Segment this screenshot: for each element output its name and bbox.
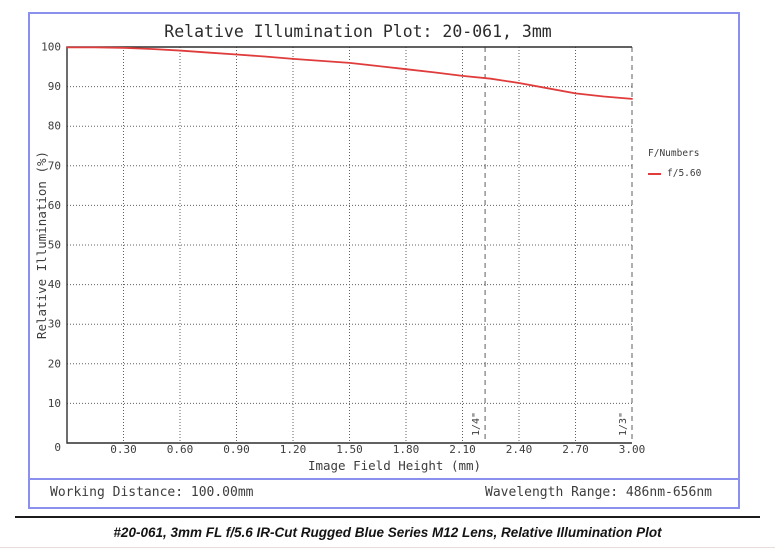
y-tick-label: 100 [41,41,61,54]
x-tick-label: 2.10 [449,443,476,456]
legend-line-swatch [648,172,661,175]
working-distance-text: Working Distance: 100.00mm [50,485,254,500]
x-axis-title: Image Field Height (mm) [308,458,481,473]
caption-divider [15,516,760,518]
y-tick-label: 50 [48,239,61,252]
plot-footer: Working Distance: 100.00mm Wavelength Ra… [30,478,738,507]
x-tick-label: 1.50 [336,443,363,456]
plot-title: Relative Illumination Plot: 20-061, 3mm [164,22,552,41]
x-tick-label: 0.90 [223,443,250,456]
y-tick-label: 30 [48,318,61,331]
x-tick-label: 2.70 [562,443,589,456]
y-tick-label: 10 [48,397,61,410]
plot-border [66,46,632,444]
x-tick-label: 1.80 [393,443,420,456]
figure-caption: #20-061, 3mm FL f/5.6 IR-Cut Rugged Blue… [113,525,662,540]
legend-item-f5-60: f/5.60 [648,167,738,180]
legend-entry-label: f/5.60 [667,168,702,179]
legend: F/Numbers f/5.60 [648,147,738,180]
y-tick-label: 90 [48,80,61,93]
sensor-marker-label: 1/3" [618,412,629,436]
x-tick-label: 0.30 [110,443,137,456]
x-tick-label: 1.20 [280,443,307,456]
y-tick-label: 70 [48,159,61,172]
series-line-f-5-60 [66,46,633,100]
x-tick-label: 2.40 [506,443,533,456]
wavelength-range-text: Wavelength Range: 486nm-656nm [485,485,712,500]
plot-frame: Relative Illumination Plot: 20-061, 3mm … [28,12,740,509]
x-tick-label: 0.60 [167,443,194,456]
sensor-marker-label: 1/4" [471,412,482,436]
bottom-divider [0,547,775,548]
y-tick-label: 20 [48,357,61,370]
y-tick-label: 0 [54,441,61,454]
legend-title: F/Numbers [648,148,700,159]
y-tick-label: 80 [48,120,61,133]
y-tick-label: 60 [48,199,61,212]
y-tick-label: 40 [48,278,61,291]
x-tick-label: 3.00 [619,443,646,456]
y-axis-title: Relative Illumination (%) [34,151,49,339]
ri-line-chart: 1/4" 1/3" 0 10 20 30 40 50 60 70 80 90 100 0.30 0.60 0.… [34,41,646,474]
